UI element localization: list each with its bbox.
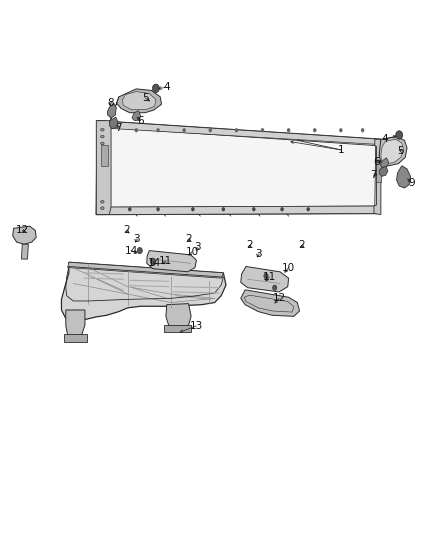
Polygon shape [64, 334, 87, 342]
Circle shape [156, 207, 160, 212]
Polygon shape [396, 166, 410, 188]
Text: 12: 12 [272, 293, 286, 303]
Polygon shape [379, 166, 388, 176]
Circle shape [272, 285, 277, 290]
Circle shape [252, 207, 255, 212]
Text: 3: 3 [194, 243, 201, 253]
Text: 4: 4 [163, 82, 170, 92]
Text: 4: 4 [381, 134, 388, 144]
Circle shape [191, 207, 194, 212]
Polygon shape [147, 251, 196, 272]
Text: 1: 1 [338, 145, 344, 155]
Polygon shape [110, 117, 118, 128]
Polygon shape [117, 89, 162, 113]
Polygon shape [376, 161, 381, 182]
Polygon shape [96, 120, 380, 144]
Polygon shape [101, 144, 109, 166]
Polygon shape [21, 244, 28, 259]
Circle shape [313, 128, 317, 132]
Circle shape [128, 207, 131, 212]
Polygon shape [132, 111, 141, 120]
Text: 10: 10 [185, 247, 198, 257]
Text: 3: 3 [255, 249, 261, 259]
Circle shape [156, 128, 160, 132]
Ellipse shape [101, 142, 104, 145]
Text: 14: 14 [124, 246, 138, 256]
Polygon shape [241, 290, 300, 317]
Text: 7: 7 [116, 123, 122, 133]
Circle shape [280, 207, 284, 212]
Polygon shape [122, 92, 156, 110]
Text: 5: 5 [142, 93, 148, 103]
Text: 9: 9 [408, 177, 415, 188]
Circle shape [235, 128, 238, 132]
Polygon shape [241, 266, 289, 292]
Text: 12: 12 [16, 225, 29, 236]
Ellipse shape [101, 128, 104, 131]
Polygon shape [96, 120, 111, 215]
Polygon shape [13, 226, 36, 244]
Polygon shape [108, 103, 116, 118]
Ellipse shape [101, 135, 104, 138]
Circle shape [261, 128, 264, 132]
Ellipse shape [101, 200, 104, 203]
Polygon shape [381, 139, 403, 164]
Ellipse shape [101, 207, 104, 209]
Polygon shape [61, 262, 226, 320]
Circle shape [134, 128, 138, 132]
Polygon shape [96, 120, 380, 215]
Circle shape [137, 247, 142, 254]
Circle shape [152, 84, 159, 93]
Polygon shape [110, 127, 376, 207]
Text: 11: 11 [159, 256, 173, 266]
Circle shape [264, 273, 268, 279]
Circle shape [222, 207, 225, 212]
Text: 2: 2 [124, 225, 130, 236]
Circle shape [150, 258, 155, 264]
Text: 3: 3 [133, 234, 140, 244]
Polygon shape [96, 206, 380, 215]
Circle shape [183, 128, 186, 132]
Circle shape [307, 207, 310, 212]
Polygon shape [110, 97, 119, 123]
Text: 10: 10 [282, 263, 295, 272]
Text: 6: 6 [373, 157, 380, 166]
Circle shape [361, 128, 364, 132]
Polygon shape [379, 136, 407, 166]
Text: 14: 14 [148, 259, 161, 268]
Text: 11: 11 [263, 272, 276, 282]
Text: 6: 6 [138, 116, 144, 126]
Circle shape [208, 128, 212, 132]
Circle shape [287, 128, 290, 132]
Polygon shape [380, 158, 389, 168]
Circle shape [339, 128, 343, 132]
Text: 2: 2 [246, 240, 253, 251]
Polygon shape [374, 139, 381, 215]
Text: 2: 2 [298, 240, 305, 251]
Text: 13: 13 [190, 321, 203, 331]
Text: 7: 7 [370, 171, 377, 180]
Polygon shape [66, 310, 85, 338]
Text: 8: 8 [107, 98, 113, 108]
Polygon shape [166, 304, 191, 328]
Polygon shape [164, 325, 191, 332]
Text: 5: 5 [398, 146, 404, 156]
Text: 2: 2 [185, 234, 192, 244]
Circle shape [396, 131, 403, 139]
Polygon shape [67, 262, 223, 278]
